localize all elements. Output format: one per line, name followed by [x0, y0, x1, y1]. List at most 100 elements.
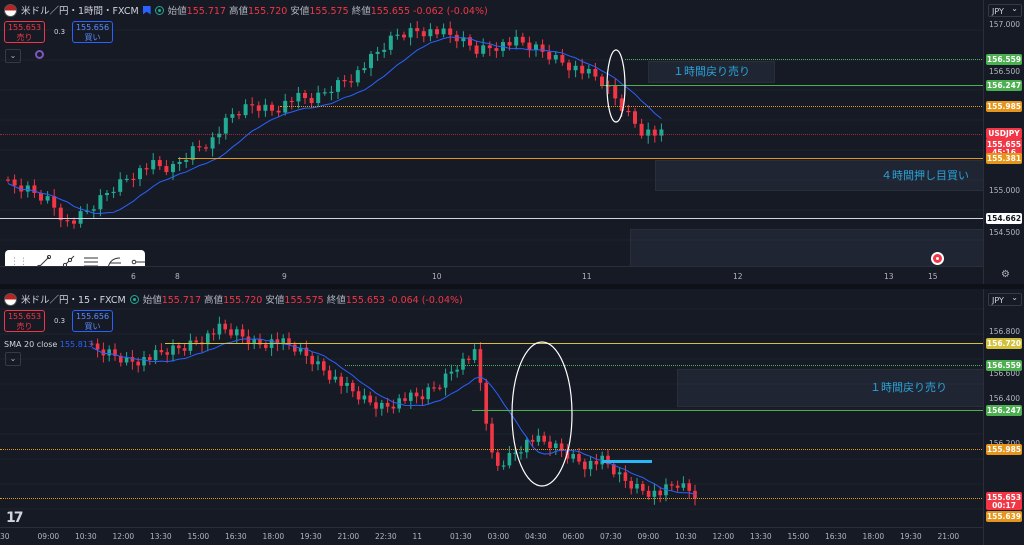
time-axis-tick: 01:30 — [450, 532, 472, 541]
level-156247-line[interactable] — [472, 410, 984, 411]
candle-15m-body — [310, 355, 314, 365]
price-tag[interactable]: 155.639 — [986, 511, 1022, 522]
time-axis-tick: 18:00 — [862, 532, 885, 541]
candle-15m-body — [490, 423, 494, 453]
sell-button-15m[interactable]: 155.653 売り — [4, 310, 45, 332]
candle-1h-body — [256, 105, 261, 111]
candles-1h[interactable] — [0, 0, 984, 267]
sma-line-1h[interactable] — [7, 36, 662, 214]
sma-legend[interactable]: SMA 20 close 155.813 — [4, 340, 93, 349]
symbol-title[interactable]: 米ドル／円・1時間・FXCM — [21, 6, 139, 17]
candle-15m-body — [252, 339, 256, 345]
candle-1h-body — [619, 98, 624, 111]
toolbar-drag-handle-icon[interactable]: ⋮⋮ — [10, 257, 28, 267]
candles-15m[interactable] — [0, 289, 984, 528]
candle-15m-body — [165, 352, 169, 355]
price-tag[interactable]: 155.655 — [986, 139, 1022, 150]
level-154662-line[interactable] — [0, 218, 984, 219]
candle-1h-body — [408, 28, 413, 38]
candle-15m-body — [217, 323, 222, 335]
price-tag[interactable]: 45:16 — [986, 148, 1022, 157]
price-tag[interactable]: 154.662 — [986, 213, 1022, 224]
box-1h-pullback-sell[interactable]: １時間戻り売り — [648, 61, 775, 83]
alert-target-icon[interactable] — [931, 252, 944, 265]
pane-separator[interactable] — [0, 284, 1024, 289]
time-axis-tick: 19:30 — [900, 532, 922, 541]
box-4h-dip-buy[interactable]: ４時間押し目買い — [655, 160, 984, 191]
price-tag[interactable]: 00:17 — [986, 501, 1022, 510]
sell-button-1h[interactable]: 155.653 売り — [4, 21, 45, 43]
chart-pane-1h[interactable]: １時間戻り売り ４時間押し目買い 米ドル／円・1時間・FXCM 始値155.71… — [0, 0, 1024, 284]
candle-15m-body — [652, 490, 657, 497]
box-lower[interactable] — [630, 229, 984, 269]
candle-1h-body — [237, 114, 241, 116]
ellipse-annotation-15m[interactable] — [510, 340, 574, 488]
price-tag[interactable]: USDJPY — [986, 128, 1022, 139]
chart-pane-15m[interactable]: １時間戻り売り 米ドル／円・15・FXCM 始値155.717 高値155.72… — [0, 289, 1024, 545]
level-156247-line[interactable] — [600, 85, 984, 86]
bookmark-icon[interactable] — [142, 5, 151, 15]
collapse-chevron-icon[interactable]: ⌄ — [5, 49, 21, 63]
price-tag[interactable]: 156.559 — [986, 54, 1022, 65]
candle-1h-body — [487, 45, 492, 49]
level-155985-dotted[interactable] — [280, 106, 984, 107]
candle-15m-body — [513, 452, 517, 454]
candle-15m-body — [385, 402, 390, 407]
spread-15m: 0.3 — [54, 317, 66, 325]
price-tag[interactable]: 155.985 — [986, 444, 1022, 455]
price-tag[interactable]: 155.381 — [986, 153, 1022, 164]
ellipse-annotation-1h[interactable] — [603, 48, 633, 128]
candle-1h-body — [177, 161, 182, 164]
price-tag[interactable]: 156.247 — [986, 405, 1022, 416]
time-axis-tick: 9 — [282, 272, 287, 281]
level-155639-dotted[interactable] — [0, 498, 984, 499]
candle-1h-body — [514, 36, 519, 46]
time-axis-1h[interactable] — [0, 266, 984, 284]
collapse-chevron-icon[interactable]: ⌄ — [5, 352, 21, 366]
candle-15m-body — [548, 441, 552, 448]
level-156559-dotted[interactable] — [625, 59, 984, 60]
price-tag[interactable]: 155.985 — [986, 101, 1022, 112]
time-axis-tick: 13:30 — [750, 532, 772, 541]
horizontal-ray-icon[interactable] — [131, 255, 145, 270]
candle-15m-body — [420, 396, 425, 400]
buy-button-15m[interactable]: 155.656 買い — [72, 310, 113, 332]
candle-1h-body — [131, 178, 136, 181]
buy-button-1h[interactable]: 155.656 買い — [72, 21, 113, 43]
currency-select-1h[interactable]: JPY — [988, 2, 1022, 17]
time-axis-tick: 13:30 — [150, 532, 172, 541]
time-axis-tick: 04:30 — [525, 532, 547, 541]
candle-15m-body — [594, 460, 599, 465]
candle-1h-body — [250, 104, 255, 106]
price-tag[interactable]: 156.720 — [986, 338, 1022, 349]
price-tag[interactable]: 155.653 — [986, 492, 1022, 503]
candle-1h-body — [210, 137, 215, 149]
candle-15m-body — [675, 485, 680, 488]
candle-1h-body — [520, 36, 525, 43]
price-tag[interactable]: 156.559 — [986, 360, 1022, 371]
level-155381-line[interactable] — [178, 158, 984, 159]
price-tag[interactable]: 156.247 — [986, 80, 1022, 91]
candle-1h-body — [197, 146, 202, 148]
candle-15m-body — [304, 347, 309, 356]
currency-select-15m[interactable]: JPY — [988, 291, 1022, 306]
settings-gear-icon[interactable]: ⚙ — [1001, 269, 1010, 280]
candle-15m-body — [333, 376, 338, 380]
candle-1h-body — [6, 179, 10, 181]
candle-15m-body — [519, 452, 523, 454]
box-1h-pullback-sell-15m[interactable]: １時間戻り売り — [677, 369, 984, 407]
cyan-marker-line[interactable] — [602, 460, 652, 463]
time-axis-tick: 09:00 — [37, 532, 60, 541]
candle-1h-body — [223, 117, 228, 134]
level-155985-dotted[interactable] — [0, 449, 984, 450]
sma-line-15m[interactable] — [91, 338, 696, 495]
symbol-title[interactable]: 米ドル／円・15・FXCM — [21, 295, 126, 306]
candle-1h-body — [481, 45, 486, 54]
time-axis-tick: 15:00 — [187, 532, 210, 541]
time-axis-15m[interactable] — [0, 527, 984, 545]
level-156720-line[interactable] — [165, 343, 984, 344]
candle-1h-body — [144, 168, 149, 170]
level-156559-dotted[interactable] — [345, 365, 984, 366]
candle-1h-body — [322, 92, 327, 94]
time-axis-tick: 07:30 — [600, 532, 622, 541]
